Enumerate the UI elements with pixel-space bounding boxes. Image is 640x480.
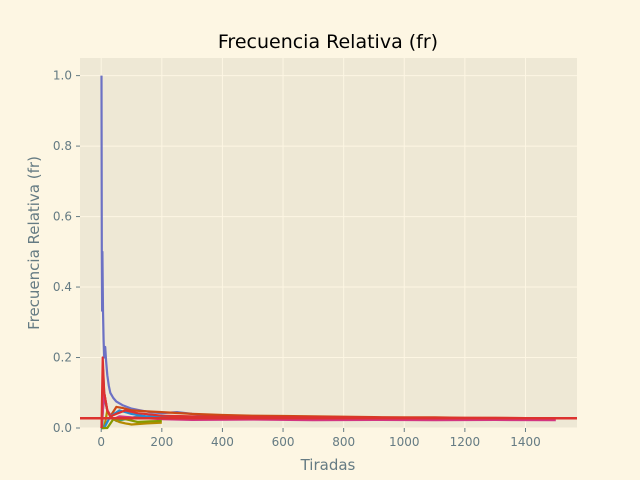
x-tick-label: 1200 xyxy=(450,435,481,449)
x-tick-label: 1000 xyxy=(389,435,420,449)
x-tick-label: 600 xyxy=(272,435,295,449)
y-tick-label: 0.2 xyxy=(53,351,72,365)
y-tick-label: 1.0 xyxy=(53,69,72,83)
y-tick-label: 0.0 xyxy=(53,421,72,435)
x-axis-label: Tiradas xyxy=(300,456,356,474)
x-tick-label: 800 xyxy=(332,435,355,449)
y-tick-label: 0.8 xyxy=(53,139,72,153)
x-tick-label: 1400 xyxy=(510,435,541,449)
grid xyxy=(80,58,577,429)
y-tick-label: 0.6 xyxy=(53,210,72,224)
y-tick-label: 0.4 xyxy=(53,280,72,294)
x-tick-label: 0 xyxy=(97,435,105,449)
plot-area xyxy=(80,58,577,428)
ticks: 0 200 400 600 800 1000 1200 1400 0.0 0.2 0.4 0.6 0.8… xyxy=(53,69,541,449)
x-tick-label: 400 xyxy=(211,435,234,449)
y-axis-label: Frecuencia Relativa (fr) xyxy=(25,156,43,330)
x-tick-label: 200 xyxy=(150,435,173,449)
chart-title: Frecuencia Relativa (fr) xyxy=(218,31,438,53)
